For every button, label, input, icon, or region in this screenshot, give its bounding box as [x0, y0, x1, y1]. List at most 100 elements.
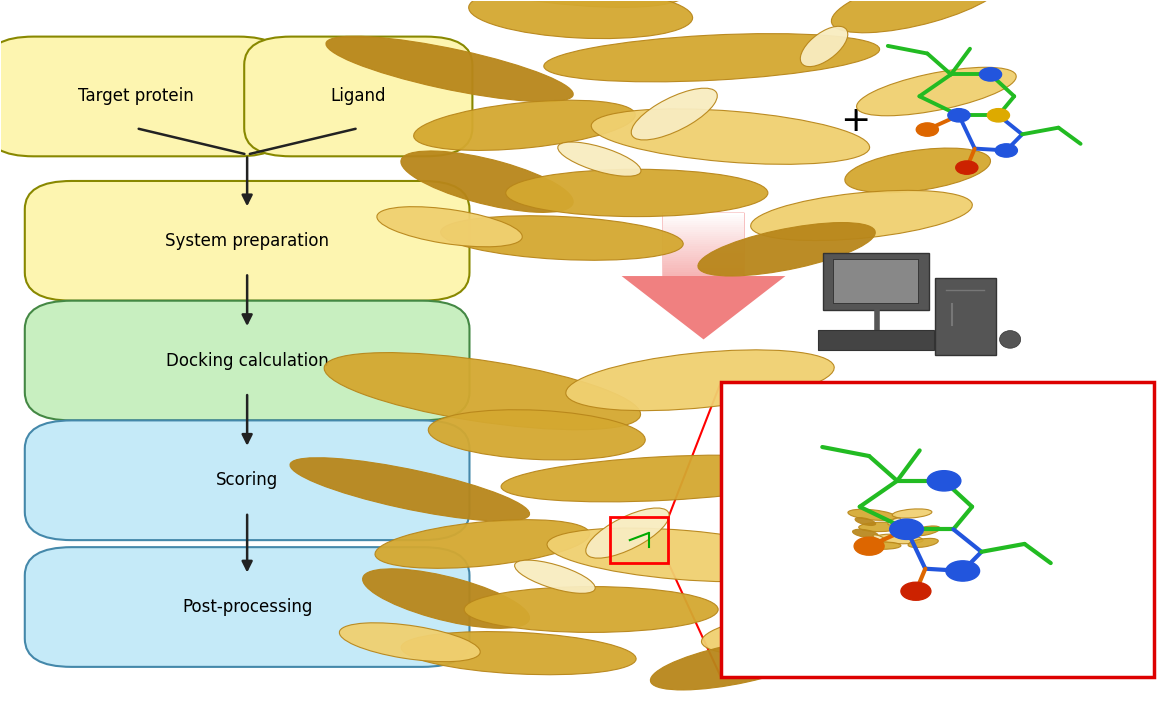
FancyBboxPatch shape	[834, 259, 917, 303]
Bar	[663, 232, 745, 234]
Ellipse shape	[650, 638, 822, 690]
Bar	[663, 223, 745, 226]
Text: Scoring: Scoring	[216, 472, 278, 489]
Ellipse shape	[441, 216, 683, 260]
Ellipse shape	[999, 331, 1021, 349]
Ellipse shape	[544, 34, 880, 82]
Ellipse shape	[547, 528, 816, 582]
Bar	[663, 274, 745, 276]
Ellipse shape	[506, 169, 768, 216]
Bar	[663, 221, 745, 223]
Ellipse shape	[290, 457, 529, 521]
FancyBboxPatch shape	[25, 421, 469, 540]
Circle shape	[927, 471, 961, 491]
Ellipse shape	[853, 530, 879, 538]
Bar	[663, 267, 745, 269]
Ellipse shape	[893, 509, 931, 518]
Ellipse shape	[326, 36, 574, 102]
Ellipse shape	[910, 526, 941, 536]
Ellipse shape	[591, 109, 869, 164]
Bar	[663, 215, 745, 217]
Bar	[663, 269, 745, 271]
Circle shape	[889, 519, 923, 539]
FancyBboxPatch shape	[25, 300, 469, 421]
Ellipse shape	[908, 538, 938, 547]
Bar	[663, 251, 745, 253]
Circle shape	[916, 123, 938, 136]
FancyBboxPatch shape	[25, 547, 469, 667]
Ellipse shape	[701, 607, 916, 655]
Circle shape	[995, 144, 1017, 157]
Bar	[663, 262, 745, 264]
Text: Post-processing: Post-processing	[182, 598, 312, 616]
Ellipse shape	[339, 623, 480, 662]
Ellipse shape	[800, 26, 848, 66]
Ellipse shape	[362, 569, 529, 629]
Bar	[663, 253, 745, 255]
Bar	[663, 234, 745, 236]
Ellipse shape	[751, 190, 972, 240]
Bar	[663, 259, 745, 262]
Ellipse shape	[414, 100, 636, 151]
Ellipse shape	[859, 522, 903, 532]
Ellipse shape	[501, 455, 827, 502]
Ellipse shape	[631, 88, 718, 140]
Ellipse shape	[375, 520, 590, 568]
Bar	[663, 230, 745, 232]
Bar	[663, 255, 745, 257]
Ellipse shape	[558, 142, 640, 176]
Ellipse shape	[856, 67, 1016, 116]
Text: +: +	[841, 104, 870, 138]
Ellipse shape	[469, 0, 692, 39]
Ellipse shape	[793, 566, 934, 609]
Ellipse shape	[377, 206, 522, 247]
Ellipse shape	[804, 488, 958, 534]
FancyBboxPatch shape	[819, 329, 934, 350]
Ellipse shape	[465, 587, 718, 632]
Bar	[663, 226, 745, 228]
Ellipse shape	[428, 410, 645, 460]
Bar	[663, 228, 745, 230]
Text: Ligand: Ligand	[331, 88, 386, 105]
Ellipse shape	[698, 223, 875, 276]
Circle shape	[854, 537, 884, 555]
Circle shape	[948, 109, 970, 122]
Bar	[663, 236, 745, 238]
Bar	[663, 219, 745, 221]
FancyBboxPatch shape	[0, 37, 285, 156]
Ellipse shape	[873, 535, 884, 540]
Bar	[663, 249, 745, 251]
Polygon shape	[622, 213, 786, 339]
Bar	[663, 217, 745, 219]
Ellipse shape	[780, 394, 947, 455]
Bar	[610, 518, 669, 563]
FancyBboxPatch shape	[935, 278, 996, 355]
Bar	[663, 264, 745, 265]
FancyBboxPatch shape	[244, 37, 473, 156]
Bar	[663, 271, 745, 274]
Circle shape	[945, 561, 979, 581]
Text: Target protein: Target protein	[79, 88, 194, 105]
Ellipse shape	[832, 0, 1004, 33]
Bar	[663, 243, 745, 245]
Ellipse shape	[401, 151, 574, 212]
Bar	[721, 382, 1154, 677]
Ellipse shape	[855, 518, 876, 525]
Circle shape	[956, 161, 978, 174]
Ellipse shape	[585, 508, 669, 558]
Bar	[663, 213, 745, 215]
FancyBboxPatch shape	[823, 253, 929, 310]
Ellipse shape	[888, 518, 901, 525]
Ellipse shape	[361, 0, 687, 7]
Bar	[663, 240, 745, 243]
Text: Docking calculation: Docking calculation	[165, 351, 328, 370]
Bar	[663, 247, 745, 249]
Text: System preparation: System preparation	[165, 232, 330, 250]
Bar	[663, 245, 745, 247]
FancyBboxPatch shape	[25, 181, 469, 300]
Ellipse shape	[866, 542, 901, 549]
Ellipse shape	[750, 448, 795, 487]
Ellipse shape	[565, 350, 834, 411]
Bar	[663, 265, 745, 267]
Bar	[663, 257, 745, 259]
